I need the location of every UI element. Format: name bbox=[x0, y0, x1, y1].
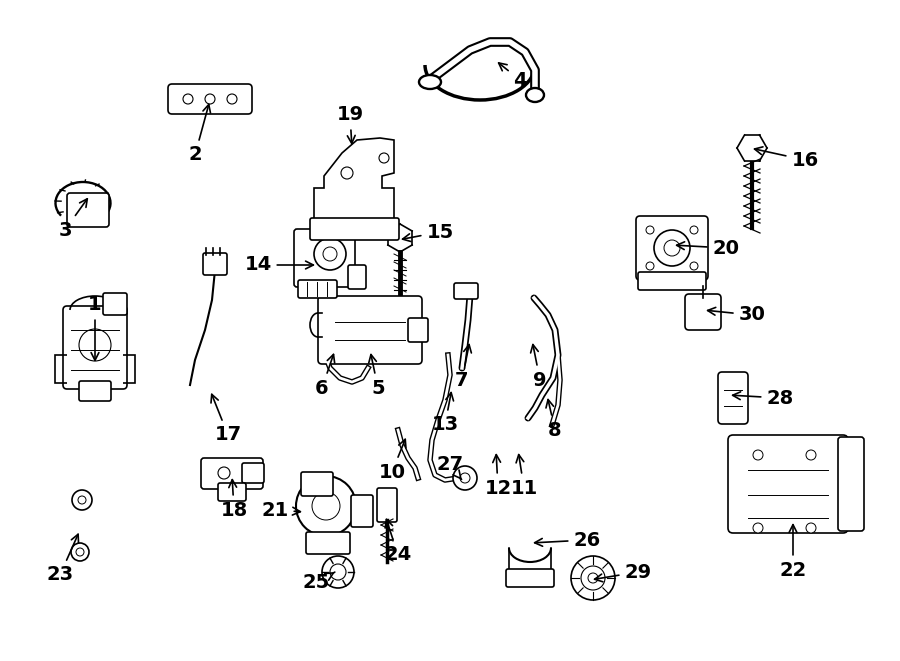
Text: 24: 24 bbox=[384, 520, 411, 564]
Text: 3: 3 bbox=[58, 199, 87, 239]
Text: 30: 30 bbox=[707, 305, 765, 325]
Text: 11: 11 bbox=[510, 455, 537, 498]
Circle shape bbox=[753, 450, 763, 460]
Ellipse shape bbox=[419, 75, 441, 89]
Circle shape bbox=[571, 556, 615, 600]
Text: 20: 20 bbox=[677, 239, 740, 258]
Text: 26: 26 bbox=[535, 531, 600, 549]
Text: 6: 6 bbox=[315, 354, 335, 397]
FancyBboxPatch shape bbox=[103, 293, 127, 315]
FancyBboxPatch shape bbox=[636, 216, 708, 280]
FancyBboxPatch shape bbox=[718, 372, 748, 424]
Text: 5: 5 bbox=[369, 354, 385, 397]
FancyBboxPatch shape bbox=[201, 458, 263, 489]
Circle shape bbox=[646, 226, 654, 234]
Text: 16: 16 bbox=[754, 147, 819, 169]
FancyBboxPatch shape bbox=[685, 294, 721, 330]
FancyBboxPatch shape bbox=[79, 381, 111, 401]
FancyBboxPatch shape bbox=[838, 437, 864, 531]
Circle shape bbox=[581, 566, 605, 590]
Text: 13: 13 bbox=[431, 393, 459, 434]
Text: 1: 1 bbox=[88, 295, 102, 360]
Text: 18: 18 bbox=[220, 480, 248, 520]
FancyBboxPatch shape bbox=[218, 483, 246, 501]
Circle shape bbox=[71, 543, 89, 561]
FancyBboxPatch shape bbox=[67, 193, 109, 227]
Text: 27: 27 bbox=[436, 455, 464, 479]
Text: 9: 9 bbox=[531, 344, 547, 389]
Text: 12: 12 bbox=[484, 455, 511, 498]
Text: 15: 15 bbox=[402, 223, 454, 241]
Text: 17: 17 bbox=[211, 395, 241, 444]
FancyBboxPatch shape bbox=[377, 488, 397, 522]
Circle shape bbox=[806, 523, 816, 533]
Text: 22: 22 bbox=[779, 525, 806, 580]
Circle shape bbox=[690, 262, 698, 270]
Text: 23: 23 bbox=[47, 534, 78, 584]
FancyBboxPatch shape bbox=[63, 306, 127, 389]
FancyBboxPatch shape bbox=[203, 253, 227, 275]
FancyBboxPatch shape bbox=[318, 296, 422, 364]
Text: 21: 21 bbox=[261, 500, 301, 520]
Text: 7: 7 bbox=[455, 344, 472, 389]
Text: 28: 28 bbox=[733, 389, 794, 407]
FancyBboxPatch shape bbox=[728, 435, 848, 533]
Text: 19: 19 bbox=[337, 106, 364, 143]
Circle shape bbox=[72, 490, 92, 510]
FancyBboxPatch shape bbox=[506, 569, 554, 587]
Text: 14: 14 bbox=[245, 256, 313, 274]
Ellipse shape bbox=[526, 88, 544, 102]
FancyBboxPatch shape bbox=[408, 318, 428, 342]
Text: 10: 10 bbox=[379, 440, 406, 481]
Circle shape bbox=[646, 262, 654, 270]
FancyBboxPatch shape bbox=[168, 84, 252, 114]
FancyBboxPatch shape bbox=[298, 280, 337, 298]
FancyBboxPatch shape bbox=[306, 532, 350, 554]
FancyBboxPatch shape bbox=[301, 472, 333, 496]
FancyBboxPatch shape bbox=[310, 218, 399, 240]
Text: 4: 4 bbox=[499, 63, 526, 89]
Text: 8: 8 bbox=[546, 399, 562, 440]
Text: 2: 2 bbox=[188, 104, 211, 165]
Circle shape bbox=[690, 226, 698, 234]
FancyBboxPatch shape bbox=[242, 463, 264, 483]
FancyBboxPatch shape bbox=[454, 283, 478, 299]
Text: 25: 25 bbox=[302, 572, 335, 592]
Circle shape bbox=[806, 450, 816, 460]
Circle shape bbox=[322, 556, 354, 588]
FancyBboxPatch shape bbox=[348, 265, 366, 289]
FancyBboxPatch shape bbox=[294, 229, 355, 287]
FancyBboxPatch shape bbox=[638, 272, 706, 290]
Circle shape bbox=[453, 466, 477, 490]
FancyBboxPatch shape bbox=[351, 495, 373, 527]
Text: 29: 29 bbox=[595, 563, 652, 582]
Circle shape bbox=[753, 523, 763, 533]
